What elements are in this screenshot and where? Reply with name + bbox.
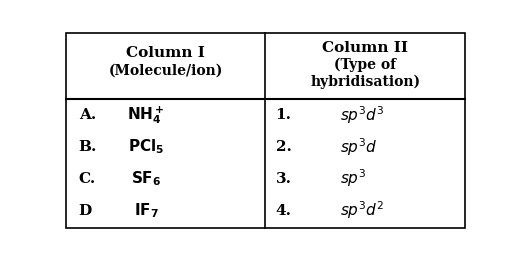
Text: hybridisation): hybridisation): [310, 75, 421, 89]
Text: $\mathbf{PCl_5}$: $\mathbf{PCl_5}$: [128, 137, 164, 156]
Text: A.: A.: [79, 108, 96, 122]
Text: D: D: [79, 204, 92, 217]
Text: $\mathbf{IF_7}$: $\mathbf{IF_7}$: [134, 201, 159, 220]
Text: C.: C.: [79, 172, 96, 186]
Text: $\mathbf{SF_6}$: $\mathbf{SF_6}$: [131, 169, 161, 188]
Text: (Molecule/ion): (Molecule/ion): [108, 64, 223, 78]
Text: $sp^3d^3$: $sp^3d^3$: [340, 104, 384, 126]
Text: 4.: 4.: [276, 204, 292, 217]
Text: 1.: 1.: [276, 108, 292, 122]
Text: $sp^3$: $sp^3$: [340, 168, 366, 189]
Text: (Type of: (Type of: [335, 58, 396, 72]
Text: Column I: Column I: [126, 45, 205, 60]
Text: $sp^3d$: $sp^3d$: [340, 136, 377, 157]
Text: $sp^3d^2$: $sp^3d^2$: [340, 200, 384, 221]
Text: $\mathbf{NH_4^+}$: $\mathbf{NH_4^+}$: [127, 104, 165, 126]
Text: 3.: 3.: [276, 172, 292, 186]
Text: 2.: 2.: [276, 140, 292, 154]
Text: Column II: Column II: [322, 41, 409, 55]
Text: B.: B.: [79, 140, 97, 154]
